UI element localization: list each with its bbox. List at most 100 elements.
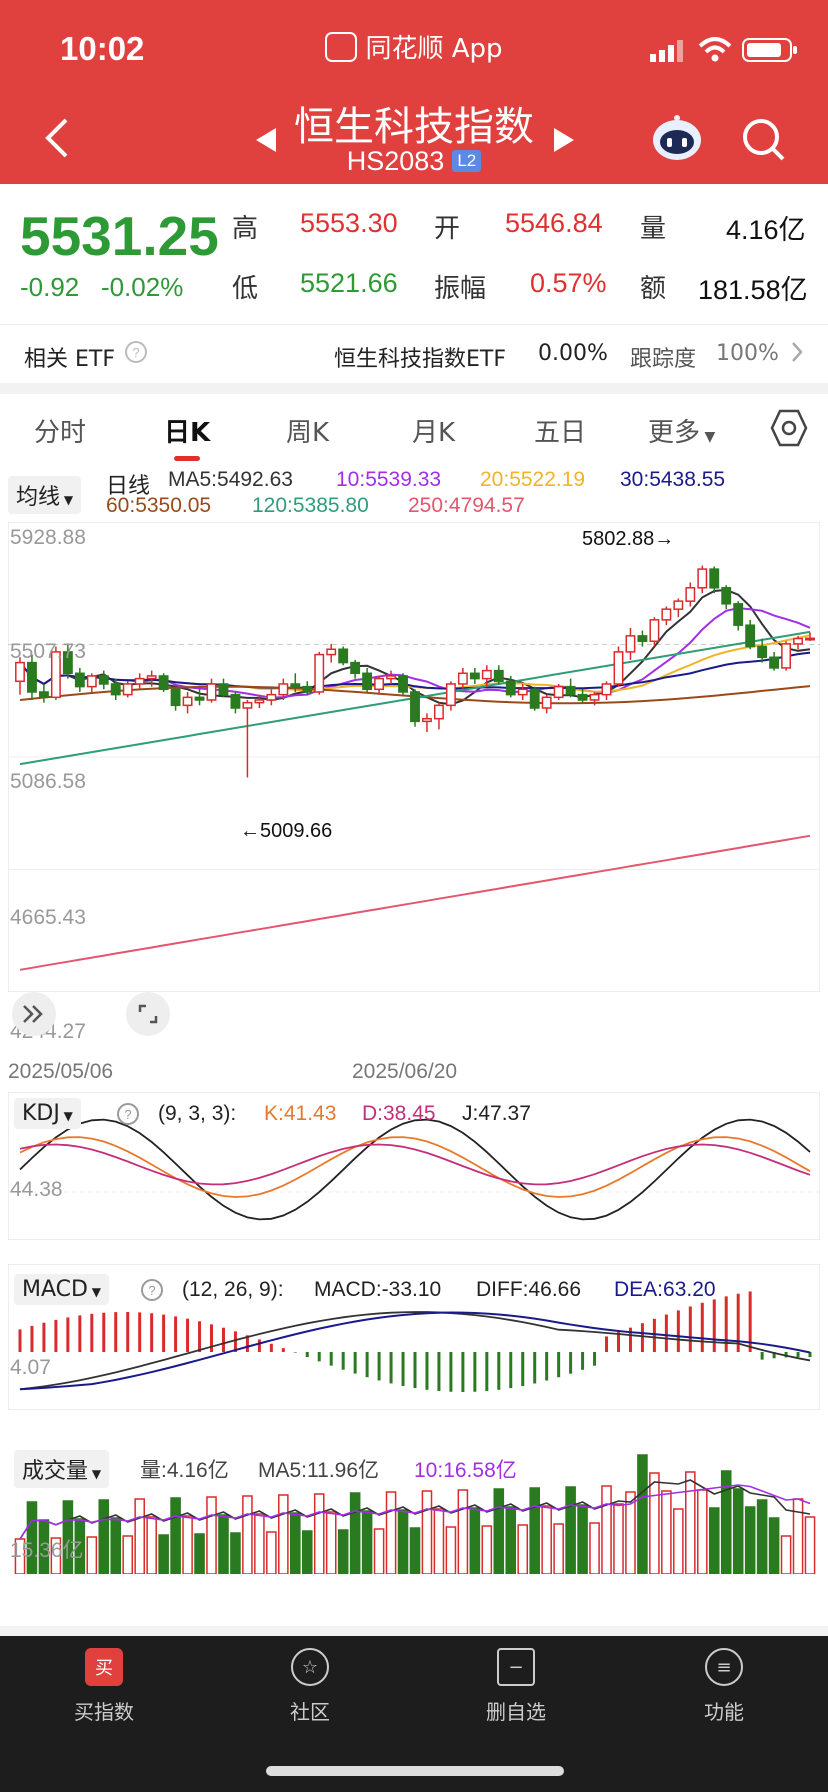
volume-selector[interactable]: 成交量 ▼ — [14, 1450, 110, 1488]
prev-stock-icon[interactable] — [252, 126, 278, 158]
macd-help-icon[interactable]: ? — [140, 1278, 164, 1306]
y-label-3: 5086.58 — [10, 770, 86, 793]
fullscreen-button[interactable] — [126, 992, 170, 1040]
candle — [206, 683, 217, 701]
nav-functions[interactable]: ≡ 功能 — [664, 1648, 784, 1725]
candle — [398, 675, 408, 693]
y-label-4: 4665.43 — [10, 906, 86, 929]
tab-intraday[interactable]: 分时 — [34, 418, 87, 448]
home-indicator — [266, 1766, 564, 1776]
candle — [805, 637, 815, 641]
macd-chart[interactable] — [8, 1264, 820, 1410]
candle — [721, 587, 732, 605]
nav-remove-watchlist[interactable]: − 删自选 — [456, 1648, 576, 1725]
high-label: 高 — [232, 214, 259, 244]
amplitude-label: 振幅 — [434, 274, 487, 304]
back-icon[interactable] — [42, 116, 70, 164]
settings-hexagon-icon[interactable] — [770, 408, 808, 455]
date-start: 2025/05/06 — [8, 1060, 114, 1083]
candle — [445, 683, 456, 707]
related-etf-row[interactable]: 相关 ETF ? 恒生科技指数ETF 0.00% 跟踪度 100% — [0, 324, 828, 383]
volume-bar — [744, 1506, 756, 1574]
volume-bar — [517, 1524, 529, 1574]
candle — [242, 701, 253, 709]
volume-ma10: 10:16.58亿 — [414, 1459, 517, 1482]
candle — [62, 651, 73, 675]
volume-ma5: MA5:11.96亿 — [258, 1459, 380, 1482]
kdj-j-line — [19, 1118, 811, 1221]
volume-chart[interactable] — [8, 1440, 820, 1574]
expand-left-button[interactable] — [12, 992, 56, 1040]
candle — [697, 568, 708, 589]
tab-five-day[interactable]: 五日 — [534, 418, 587, 448]
candle — [649, 619, 660, 642]
volume-bar — [301, 1530, 313, 1574]
volume-selector-label: 成交量 — [22, 1459, 89, 1484]
candle — [685, 587, 696, 602]
change-value: -0.92 — [20, 272, 80, 302]
volume-bar — [445, 1526, 457, 1574]
tab-weekly-k[interactable]: 周K — [286, 418, 330, 448]
candle — [673, 600, 684, 610]
stock-code: HS2083 L2 — [0, 146, 828, 177]
macd-selector-label: MACD — [22, 1277, 88, 1302]
candle — [529, 688, 540, 709]
ma-selector[interactable]: 均线 ▼ — [8, 476, 82, 514]
volume-ma10-line — [19, 1484, 811, 1540]
kdj-help-icon[interactable]: ? — [116, 1102, 140, 1130]
volume-axis-label: 15.36亿 — [10, 1539, 84, 1562]
tab-more[interactable]: 更多 ▼ — [648, 412, 715, 449]
candle — [158, 675, 169, 691]
price-change: -0.92 -0.02% — [20, 272, 183, 303]
volume-bar — [493, 1488, 505, 1574]
candle — [386, 675, 396, 680]
macd-selector[interactable]: MACD ▼ — [14, 1274, 109, 1305]
period-tabs: 分时 日K 周K 月K 五日 更多 ▼ — [0, 394, 828, 466]
volume-bar — [146, 1516, 157, 1574]
volume-bar — [325, 1511, 337, 1574]
kdj-chart[interactable] — [8, 1092, 820, 1240]
candle — [637, 635, 648, 642]
kdj-axis-label: 44.38 — [10, 1178, 63, 1201]
candle — [27, 661, 37, 693]
candle — [709, 568, 720, 589]
volume-bar — [26, 1501, 38, 1574]
nav-community[interactable]: ☆ 社区 — [250, 1648, 370, 1725]
kdj-d-line — [19, 1143, 811, 1186]
kline-chart[interactable] — [8, 522, 820, 992]
open-label: 开 — [434, 214, 461, 244]
candle — [122, 683, 133, 696]
candle — [553, 685, 564, 699]
candle — [338, 648, 349, 664]
volume-bar — [457, 1489, 469, 1574]
candle — [110, 683, 121, 696]
candle — [86, 675, 97, 688]
next-stock-icon[interactable] — [552, 126, 578, 158]
tracking-label: 跟踪度 — [630, 347, 697, 372]
candle — [74, 672, 85, 688]
candle — [589, 693, 600, 701]
volume-bar — [278, 1494, 289, 1574]
candle — [146, 675, 157, 680]
search-icon[interactable] — [742, 118, 786, 166]
ma60-value: 60:5350.05 — [106, 494, 212, 517]
caret-down-icon: ▼ — [87, 1285, 101, 1299]
app-name-label: 同花顺 App — [365, 34, 503, 64]
nav-buy-index[interactable]: 买 买指数 — [44, 1648, 164, 1725]
robot-assistant-icon[interactable] — [650, 114, 704, 166]
high-marker: 5802.88→ — [582, 528, 675, 550]
candle — [314, 653, 325, 693]
tab-monthly-k[interactable]: 月K — [412, 418, 456, 448]
kdj-selector[interactable]: KDJ ▼ — [14, 1098, 81, 1129]
help-icon[interactable]: ? — [124, 340, 148, 370]
candle — [302, 685, 313, 693]
macd-diff-line — [19, 1311, 811, 1391]
volume-bar — [206, 1496, 217, 1574]
volume-label: 量 — [640, 214, 667, 244]
buy-icon: 买 — [85, 1648, 123, 1686]
candle — [326, 648, 337, 656]
tab-daily-k[interactable]: 日K — [164, 418, 211, 448]
volume-bar — [134, 1498, 145, 1574]
amplitude-value: 0.57% — [530, 268, 607, 298]
volume-value: 4.16亿 — [726, 215, 806, 245]
